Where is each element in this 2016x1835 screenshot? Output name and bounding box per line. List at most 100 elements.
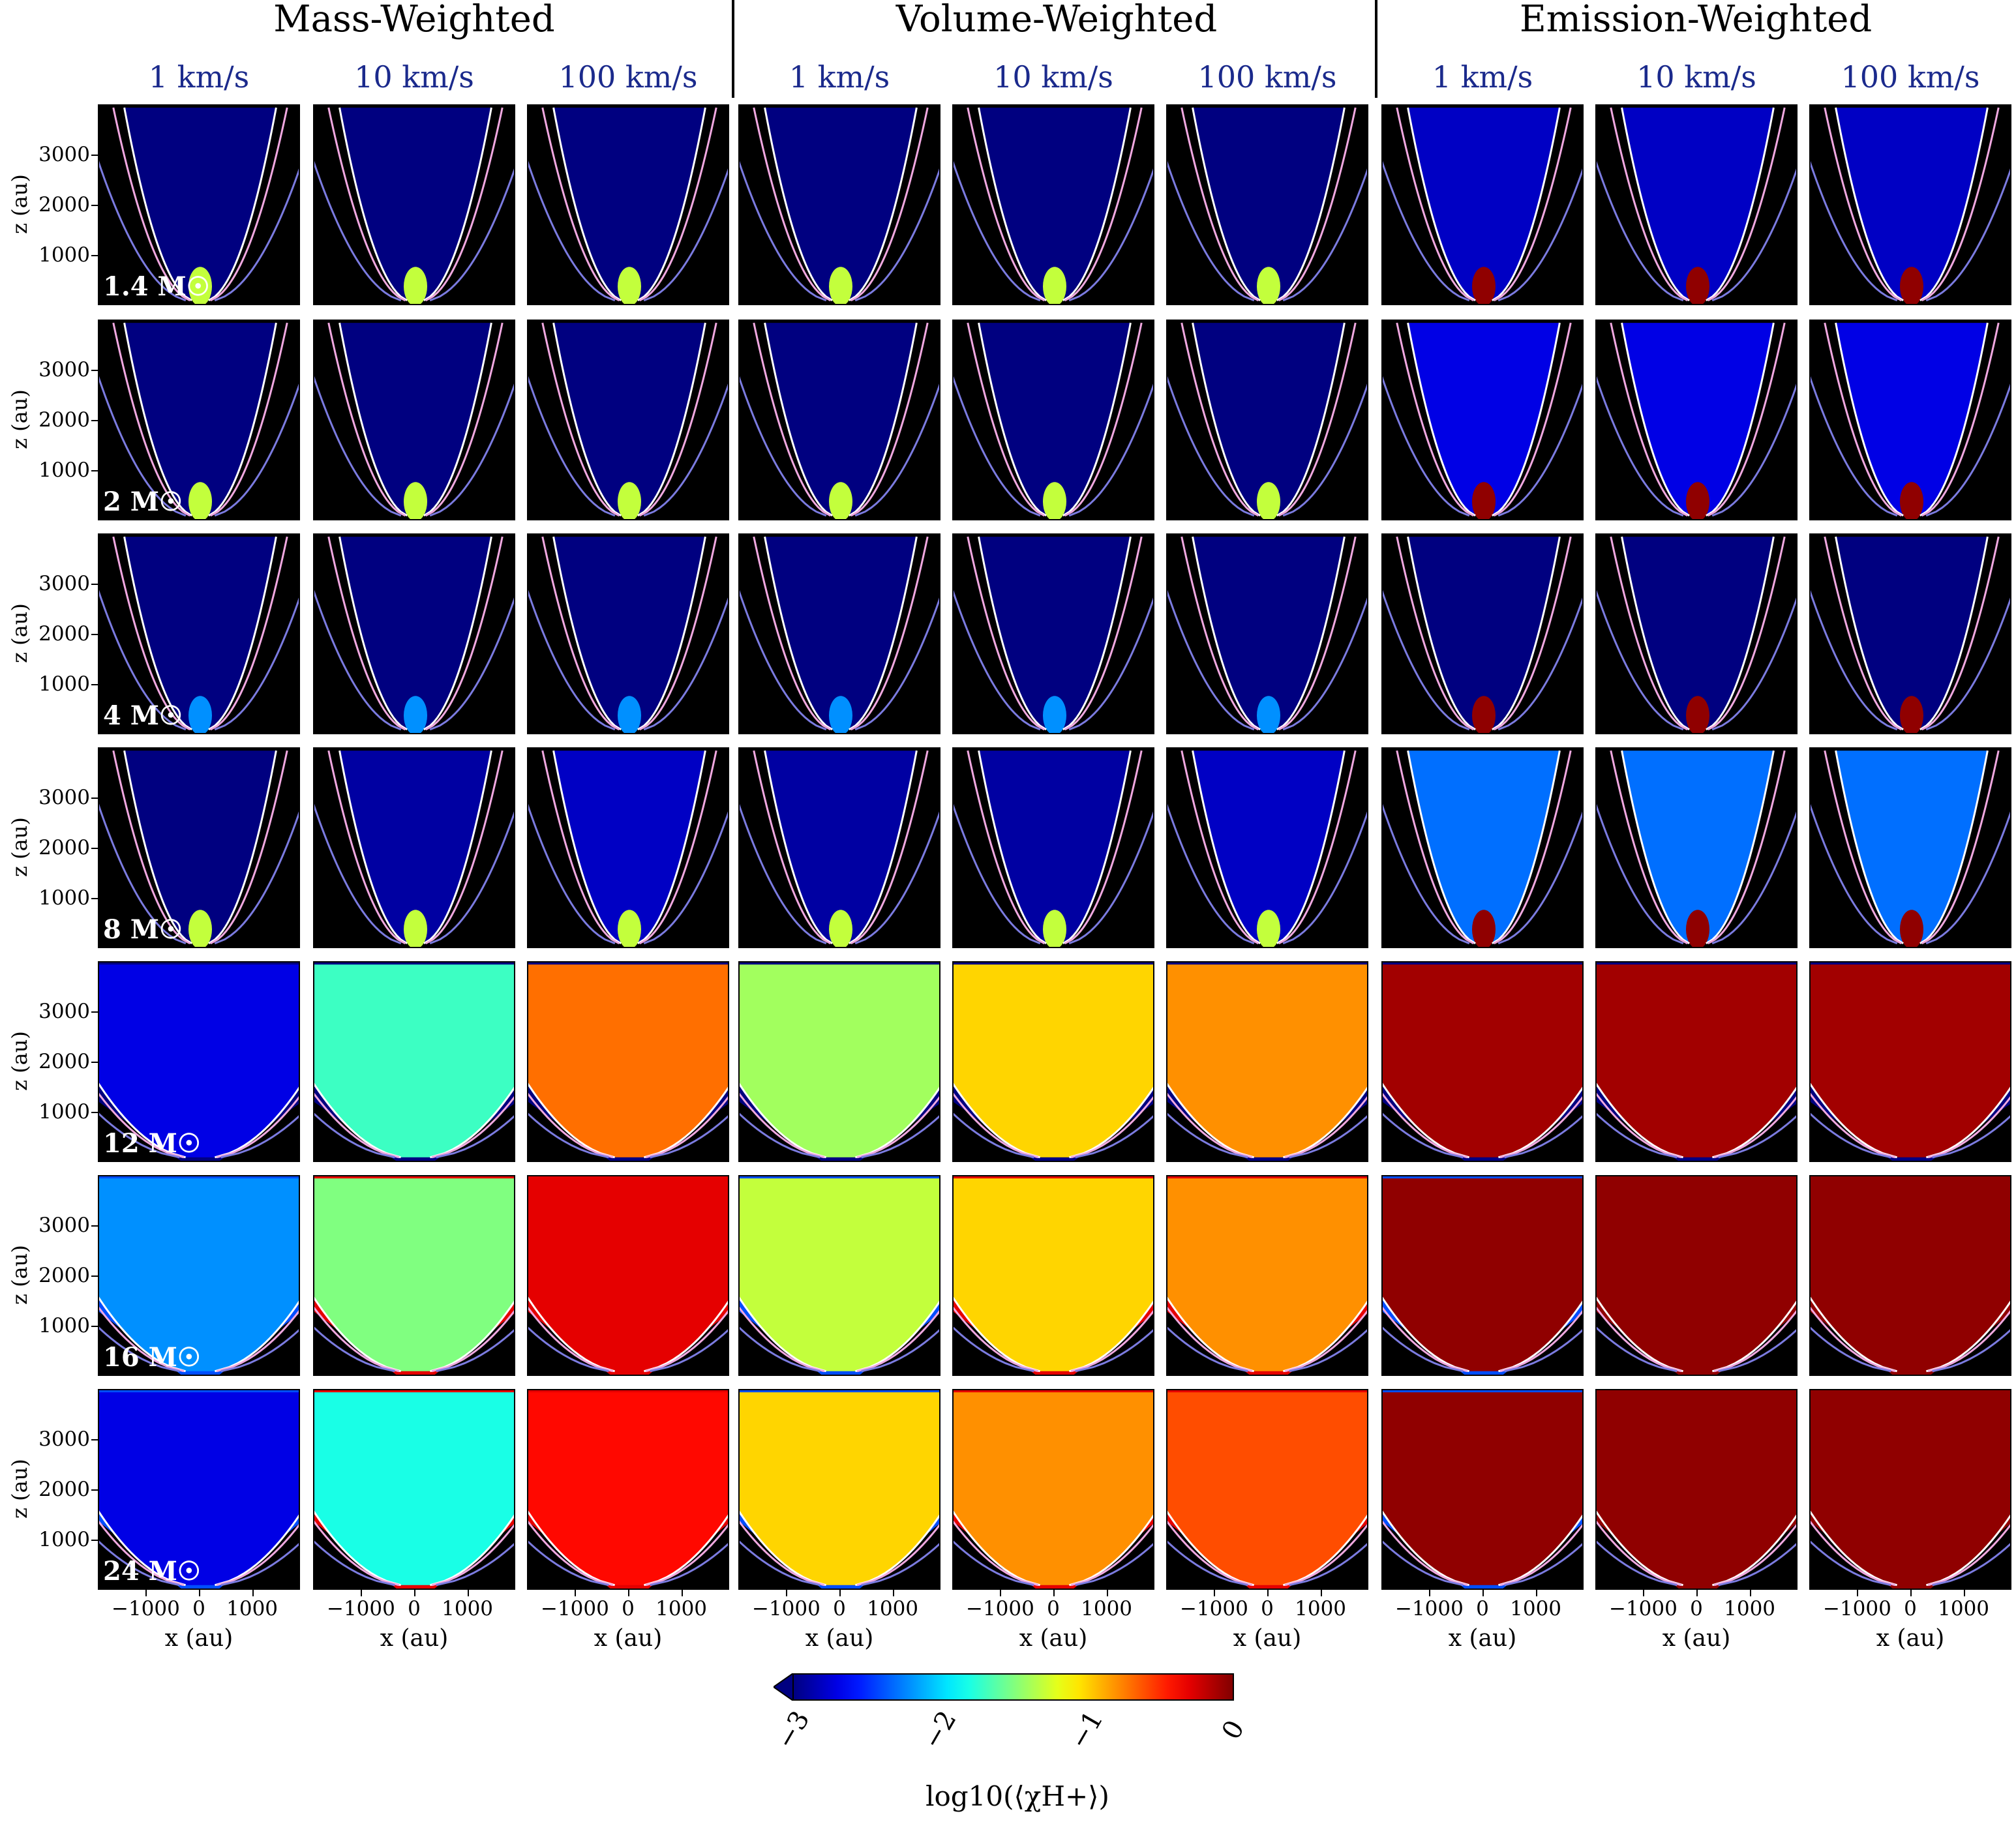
colorbar-tick-label: −2 [917, 1705, 963, 1755]
contour-inner [1192, 322, 1261, 517]
x-tick-label: 0 [833, 1597, 846, 1620]
contour-inner [314, 1296, 402, 1373]
contour-mid [1070, 1096, 1153, 1159]
x-tick-label: 1000 [442, 1597, 494, 1620]
contour-mid [327, 107, 406, 302]
y-tick-label: 1000 [38, 672, 90, 696]
contour-mid [1707, 322, 1786, 517]
colorbar-extend-arrow [774, 1673, 794, 1701]
contour-mid [1811, 1520, 1896, 1587]
contour-inner [1383, 1082, 1470, 1159]
contour-mid [753, 536, 832, 731]
cavity-fill [1835, 751, 1988, 944]
heatmap-panel [1595, 1175, 1798, 1376]
x-tick-label: 0 [1261, 1597, 1274, 1620]
cavity-fill [1621, 751, 1774, 944]
contour-mid [639, 750, 717, 945]
x-axis-label: x (au) [1019, 1625, 1088, 1652]
contour-outer [314, 1112, 395, 1159]
heatmap-panel [98, 533, 300, 734]
contour-inner [1811, 1296, 1898, 1373]
heatmap-panel [1809, 1175, 2011, 1376]
y-tick-label: 1000 [38, 886, 90, 910]
contour-mid [967, 536, 1046, 731]
contour-inner [99, 1296, 187, 1373]
contour-mid [1181, 750, 1259, 945]
contour-outer [740, 1112, 820, 1159]
contour-outer [99, 1540, 180, 1587]
heatmap-panel [313, 1175, 515, 1376]
contour-inner [208, 107, 277, 302]
ionized-core [618, 910, 641, 947]
cavity-fill [1192, 108, 1345, 301]
contour-outer [1075, 1543, 1153, 1587]
contour-inner [1925, 1300, 2010, 1373]
contour-outer [429, 811, 514, 945]
y-axis-label: z (au) [7, 1459, 32, 1519]
contour-outer [854, 597, 939, 731]
contour-inner [1925, 1086, 2010, 1159]
contour-mid [1167, 1306, 1253, 1373]
heatmap-panel [1166, 747, 1368, 948]
heatmap-image [528, 1390, 728, 1589]
contour-inner [1621, 750, 1690, 945]
ionized-core [1900, 482, 1923, 519]
contour-inner [1276, 107, 1346, 302]
contour-outer [1811, 803, 1898, 945]
y-tick-label: 3000 [38, 1427, 90, 1451]
heatmap-image [314, 962, 514, 1161]
cavity-fill [740, 1392, 939, 1585]
contour-outer [1925, 168, 2010, 302]
cavity-fill [99, 1392, 299, 1585]
y-tick-mark [91, 1112, 98, 1113]
contour-mid [209, 107, 288, 302]
heatmap-panel [952, 104, 1154, 305]
contour-mid [1383, 1306, 1468, 1373]
contour-inner [123, 750, 192, 945]
velocity-label: 10 km/s [993, 59, 1113, 95]
contour-mid [425, 536, 504, 731]
contour-outer [954, 803, 1041, 945]
group-separator [1375, 0, 1377, 98]
y-tick-mark [91, 1062, 98, 1063]
contour-outer [99, 1326, 180, 1373]
heatmap-panel [98, 1389, 300, 1590]
contour-inner [978, 536, 1047, 731]
contour-mid [1499, 1309, 1582, 1373]
contour-inner [552, 107, 622, 302]
contour-mid [209, 322, 288, 517]
ionized-core [404, 696, 427, 733]
contour-outer [740, 803, 827, 945]
contour-outer [314, 1326, 395, 1373]
contour-mid [1707, 107, 1786, 302]
y-tick-label: 2000 [38, 408, 90, 432]
contour-outer [1289, 1329, 1367, 1373]
contour-outer [220, 1115, 299, 1159]
contour-outer [650, 1329, 728, 1373]
contour-inner [1492, 322, 1561, 517]
heatmap-image [528, 322, 728, 519]
cavity-fill [1597, 964, 1796, 1157]
contour-inner [429, 1514, 514, 1587]
contour-mid [216, 1096, 299, 1159]
heatmap-panel [738, 747, 940, 948]
contour-mid [1824, 322, 1903, 517]
contour-outer [1383, 1326, 1464, 1373]
heatmap-image [1167, 750, 1367, 947]
cavity-fill [1835, 323, 1988, 516]
contour-inner [740, 1510, 827, 1587]
contour-mid [314, 1092, 400, 1159]
contour-outer [1497, 811, 1582, 945]
contour-outer [1597, 376, 1684, 517]
heatmap-panel [1381, 961, 1584, 1162]
contour-mid [541, 107, 620, 302]
contour-outer [1167, 589, 1255, 731]
heatmap-image [1597, 1390, 1796, 1589]
contour-outer [1167, 1112, 1248, 1159]
contour-inner [123, 322, 192, 517]
mass-label: 2 M☉ [103, 486, 183, 517]
cavity-fill [764, 751, 917, 944]
contour-outer [954, 1540, 1034, 1587]
contour-inner [429, 1300, 514, 1373]
